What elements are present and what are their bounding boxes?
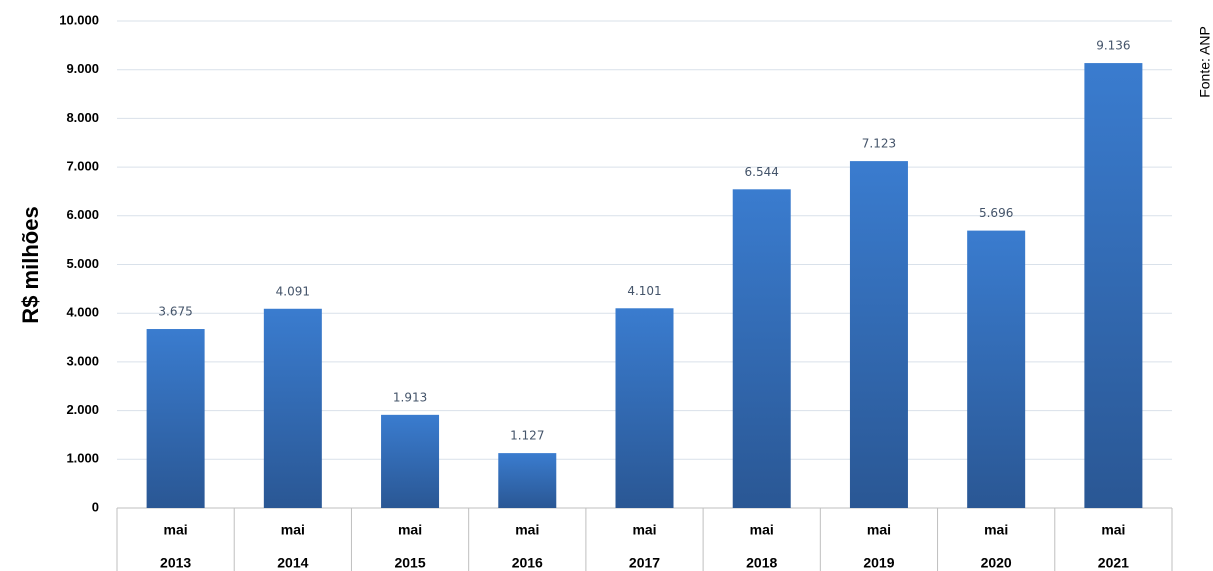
y-tick-label: 10.000 bbox=[59, 12, 99, 27]
value-label: 4.091 bbox=[276, 284, 310, 298]
y-tick-label: 5.000 bbox=[66, 256, 99, 271]
y-tick-label: 7.000 bbox=[66, 159, 99, 174]
value-label: 3.675 bbox=[158, 305, 192, 319]
value-label: 9.136 bbox=[1096, 39, 1130, 53]
x-group-label: 2013 bbox=[160, 555, 191, 571]
value-label: 6.544 bbox=[745, 165, 779, 179]
y-tick-label: 3.000 bbox=[66, 353, 99, 368]
x-group-label: 2019 bbox=[863, 555, 894, 571]
value-label: 7.123 bbox=[862, 137, 896, 151]
x-tick-label: mai bbox=[984, 522, 1008, 538]
bar bbox=[263, 308, 322, 508]
value-label: 1.127 bbox=[510, 429, 544, 443]
x-tick-label: mai bbox=[632, 522, 656, 538]
x-tick-label: mai bbox=[164, 522, 188, 538]
x-group-label: 2015 bbox=[394, 555, 425, 571]
x-tick-label: mai bbox=[867, 522, 891, 538]
y-tick-label: 8.000 bbox=[66, 110, 99, 125]
x-tick-label: mai bbox=[398, 522, 422, 538]
y-tick-label: 2.000 bbox=[66, 402, 99, 417]
value-label: 4.101 bbox=[627, 284, 661, 298]
y-tick-label: 6.000 bbox=[66, 207, 99, 222]
x-group-label: 2014 bbox=[277, 555, 308, 571]
source: Fonte: ANP bbox=[1197, 26, 1213, 98]
bar bbox=[498, 453, 557, 508]
x-tick-label: mai bbox=[1101, 522, 1125, 538]
value-label: 5.696 bbox=[979, 206, 1013, 220]
x-group-label: 2021 bbox=[1098, 555, 1129, 571]
x-tick-label: mai bbox=[281, 522, 305, 538]
bar bbox=[146, 329, 205, 508]
bar bbox=[1084, 63, 1143, 508]
x-group-label: 2020 bbox=[981, 555, 1012, 571]
bar bbox=[615, 308, 674, 508]
bar bbox=[732, 189, 791, 509]
y-axis-label: R$ milhões bbox=[18, 206, 43, 323]
value-label: 1.913 bbox=[393, 390, 427, 404]
y-tick-label: 0 bbox=[92, 499, 99, 514]
x-tick-label: mai bbox=[750, 522, 774, 538]
x-tick-label: mai bbox=[515, 522, 539, 538]
x-group-label: 2017 bbox=[629, 555, 660, 571]
x-group-label: 2016 bbox=[512, 555, 543, 571]
bar bbox=[967, 230, 1026, 508]
y-tick-label: 9.000 bbox=[66, 61, 99, 76]
y-tick-label: 1.000 bbox=[66, 451, 99, 466]
y-tick-label: 4.000 bbox=[66, 305, 99, 320]
bar bbox=[381, 414, 440, 508]
x-group-label: 2018 bbox=[746, 555, 777, 571]
bar bbox=[849, 161, 908, 508]
